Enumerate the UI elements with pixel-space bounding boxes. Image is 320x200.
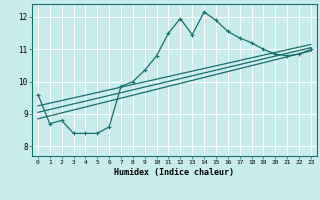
X-axis label: Humidex (Indice chaleur): Humidex (Indice chaleur) bbox=[115, 168, 234, 177]
